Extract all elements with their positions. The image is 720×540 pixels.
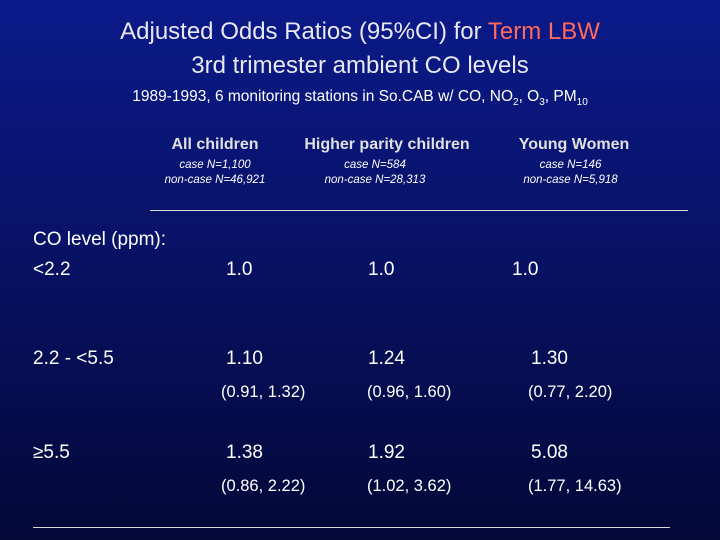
title-prefix: Adjusted Odds Ratios (95%CI) for xyxy=(120,18,488,45)
confidence-interval: (1.77, 14.63) xyxy=(528,477,622,495)
column-header-higher-parity: Higher parity children xyxy=(304,136,470,153)
odds-ratio: 1.10 xyxy=(226,348,263,369)
header-divider xyxy=(150,210,688,211)
odds-ratio: 1.0 xyxy=(368,259,395,280)
odds-ratio: 1.24 xyxy=(368,348,405,369)
column-cases-higher-parity: case N=584 non-case N=28,313 xyxy=(300,158,450,188)
no2-subscript: 2 xyxy=(513,97,519,109)
noncase-count: non-case N=28,313 xyxy=(324,174,426,186)
case-count: case N=584 xyxy=(344,159,406,171)
slide-title-line2: 3rd trimester ambient CO levels xyxy=(191,52,529,79)
odds-ratio: 1.30 xyxy=(531,348,568,369)
odds-ratio: 1.0 xyxy=(512,259,539,280)
pm10-subscript: 10 xyxy=(576,97,588,109)
slide-title-line1: Adjusted Odds Ratios (95%CI) for Term LB… xyxy=(0,18,720,46)
title-highlight: Term LBW xyxy=(487,18,600,45)
confidence-interval: (0.77, 2.20) xyxy=(528,383,613,401)
subtitle-pm: , PM xyxy=(544,88,577,105)
noncase-count: non-case N=5,918 xyxy=(523,174,618,186)
column-header-all-children: All children xyxy=(171,136,259,153)
row-label: <2.2 xyxy=(33,259,71,280)
case-count: case N=146 xyxy=(539,159,602,171)
case-count: case N=1,100 xyxy=(179,159,251,171)
column-cases-young-women: case N=146 non-case N=5,918 xyxy=(498,158,643,188)
column-cases-all-children: case N=1,100 non-case N=46,921 xyxy=(145,158,285,188)
o3-subscript: 3 xyxy=(539,97,545,109)
slide-subtitle: 1989-1993, 6 monitoring stations in So.C… xyxy=(0,88,720,108)
subtitle-o3: , O xyxy=(518,88,540,105)
subtitle-prefix: 1989-1993, 6 monitoring stations in So.C… xyxy=(132,88,513,105)
row-label: 2.2 - <5.5 xyxy=(33,348,114,369)
confidence-interval: (0.91, 1.32) xyxy=(221,383,306,401)
column-header-young-women: Young Women xyxy=(518,136,630,153)
row-header-co-level: CO level (ppm): xyxy=(33,229,167,250)
odds-ratio: 1.0 xyxy=(226,259,253,280)
row-label: ≥5.5 xyxy=(33,442,70,463)
confidence-interval: (0.86, 2.22) xyxy=(221,477,306,495)
confidence-interval: (0.96, 1.60) xyxy=(367,383,452,401)
odds-ratio: 1.92 xyxy=(368,442,405,463)
confidence-interval: (1.02, 3.62) xyxy=(367,477,452,495)
noncase-count: non-case N=46,921 xyxy=(164,174,266,186)
odds-ratio: 1.38 xyxy=(226,442,263,463)
footer-divider xyxy=(33,527,670,528)
odds-ratio: 5.08 xyxy=(531,442,568,463)
